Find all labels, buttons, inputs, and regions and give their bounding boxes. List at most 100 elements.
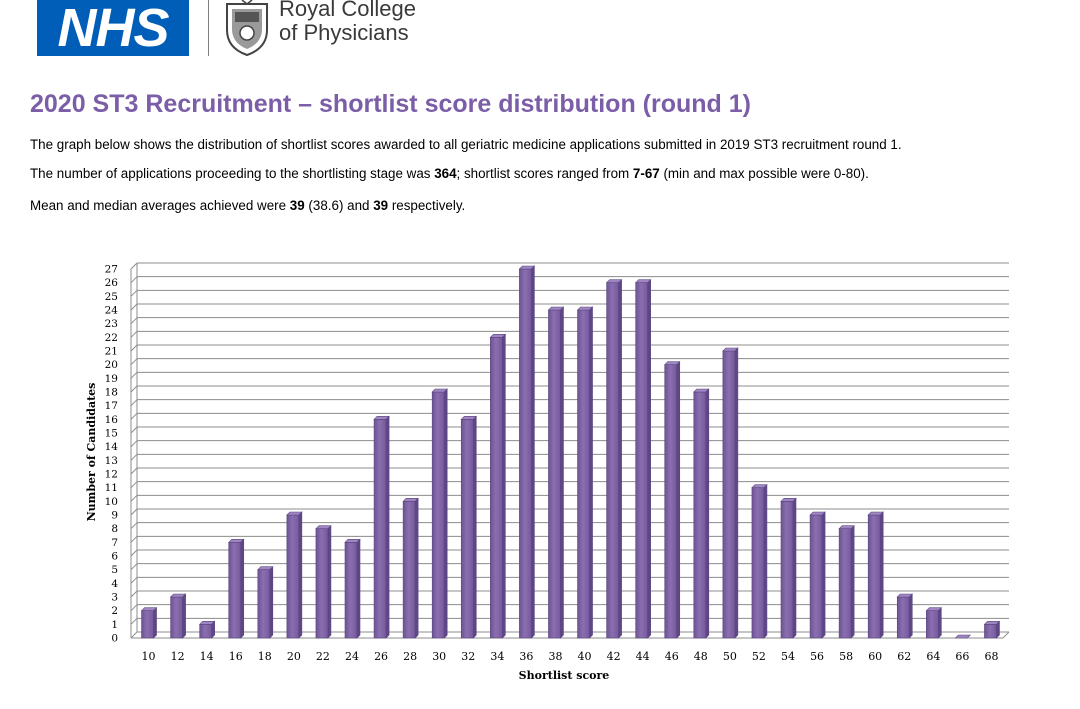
y-tick-label: 25 — [105, 291, 118, 303]
bar-front — [490, 337, 503, 639]
bar — [373, 415, 390, 639]
bar-front — [577, 309, 590, 639]
x-tick-label: 32 — [461, 650, 475, 663]
bar — [925, 606, 943, 639]
bar-side — [153, 606, 157, 639]
gridline-side — [130, 303, 138, 311]
gridline-side — [130, 426, 138, 434]
x-tick-label: 20 — [287, 650, 301, 663]
x-tick-label: 66 — [955, 650, 969, 663]
y-tick-label: 18 — [105, 387, 118, 399]
y-tick-label: 22 — [105, 332, 118, 344]
bar-side — [414, 497, 419, 639]
bar-front — [344, 542, 358, 639]
bar-front — [780, 501, 794, 639]
bar-top — [954, 634, 972, 639]
x-tick-label: 58 — [839, 650, 853, 663]
bar — [896, 593, 913, 639]
x-axis-label: Shortlist score — [519, 669, 610, 682]
gridline-side — [130, 494, 138, 502]
bar-side — [589, 306, 593, 639]
y-tick-label: 7 — [111, 537, 118, 549]
bar-front — [431, 391, 445, 639]
bar-front — [170, 596, 183, 639]
rcp-crest-icon — [226, 0, 268, 56]
rcp-name[interactable]: Royal College of Physicians — [279, 0, 416, 45]
bar-front — [984, 624, 997, 639]
bar-front — [257, 569, 271, 639]
bar-front — [519, 268, 532, 639]
y-tick-label: 13 — [105, 455, 118, 467]
gridline-side — [130, 399, 138, 407]
x-tick-label: 48 — [694, 650, 708, 663]
bar-front — [751, 487, 765, 639]
x-tick-label: 56 — [810, 650, 824, 663]
bar-front — [838, 528, 852, 639]
bar-side — [560, 306, 564, 639]
y-tick-label: 16 — [105, 414, 119, 426]
x-tick-label: 60 — [868, 650, 882, 663]
y-tick-label: 10 — [105, 496, 118, 508]
bar-front — [548, 309, 561, 639]
score-range: 7-67 — [632, 166, 660, 181]
bar-front — [286, 514, 300, 639]
bar — [286, 511, 303, 639]
bar — [257, 565, 274, 639]
gridline-side — [130, 522, 138, 530]
bar-side — [996, 620, 1000, 639]
gridline-side — [130, 276, 138, 284]
gridline-side — [130, 535, 138, 543]
x-tick-label: 50 — [723, 650, 737, 663]
bar-side — [327, 524, 332, 639]
bar — [751, 483, 768, 639]
bar — [140, 606, 158, 639]
bar-side — [502, 333, 506, 639]
x-tick-label: 42 — [607, 650, 621, 663]
gridline-side — [130, 549, 138, 557]
para2-text-a: The number of applications proceeding to… — [30, 166, 435, 181]
chart-gridlines — [130, 262, 1010, 639]
chart-bars — [140, 265, 1001, 639]
bar — [983, 620, 1001, 639]
bar-side — [182, 593, 186, 639]
y-axis-label: Number of Candidates — [85, 383, 98, 522]
bar — [344, 538, 361, 639]
intro-paragraph: The graph below shows the distribution o… — [30, 137, 902, 152]
gridline-side — [130, 371, 138, 379]
bar — [722, 347, 739, 639]
y-tick-label: 3 — [111, 592, 118, 604]
bar-side — [647, 278, 651, 639]
bar-side — [298, 511, 303, 639]
bar — [547, 306, 565, 639]
y-tick-label: 19 — [105, 373, 118, 385]
gridline-side — [130, 289, 138, 297]
bar — [809, 511, 826, 639]
bar-front — [606, 282, 619, 639]
nhs-logo[interactable]: NHS — [37, 0, 189, 56]
bar — [431, 388, 448, 639]
median-value: 39 — [373, 198, 389, 213]
bar-front — [722, 350, 736, 639]
y-tick-label: 2 — [111, 605, 118, 617]
y-tick-label: 11 — [105, 482, 118, 494]
gridline-side — [130, 617, 138, 625]
gridline-side — [130, 563, 138, 571]
gridline-side — [130, 453, 138, 461]
bar-side — [821, 511, 826, 639]
bar — [954, 634, 972, 639]
y-tick-label: 6 — [111, 551, 118, 563]
floor-right-edge — [1002, 631, 1010, 639]
y-tick-label: 20 — [105, 359, 118, 371]
x-tick-label: 24 — [345, 650, 359, 663]
para2-text-c: (min and max possible were 0-80). — [659, 166, 869, 181]
x-tick-label: 34 — [490, 650, 504, 663]
bar-side — [763, 483, 768, 639]
bar-front — [693, 391, 707, 639]
y-tick-label: 9 — [111, 510, 118, 522]
gridline-side — [130, 358, 138, 366]
bar-front — [926, 610, 939, 639]
bar — [228, 538, 245, 639]
application-count: 364 — [434, 166, 457, 181]
bar — [169, 593, 187, 639]
